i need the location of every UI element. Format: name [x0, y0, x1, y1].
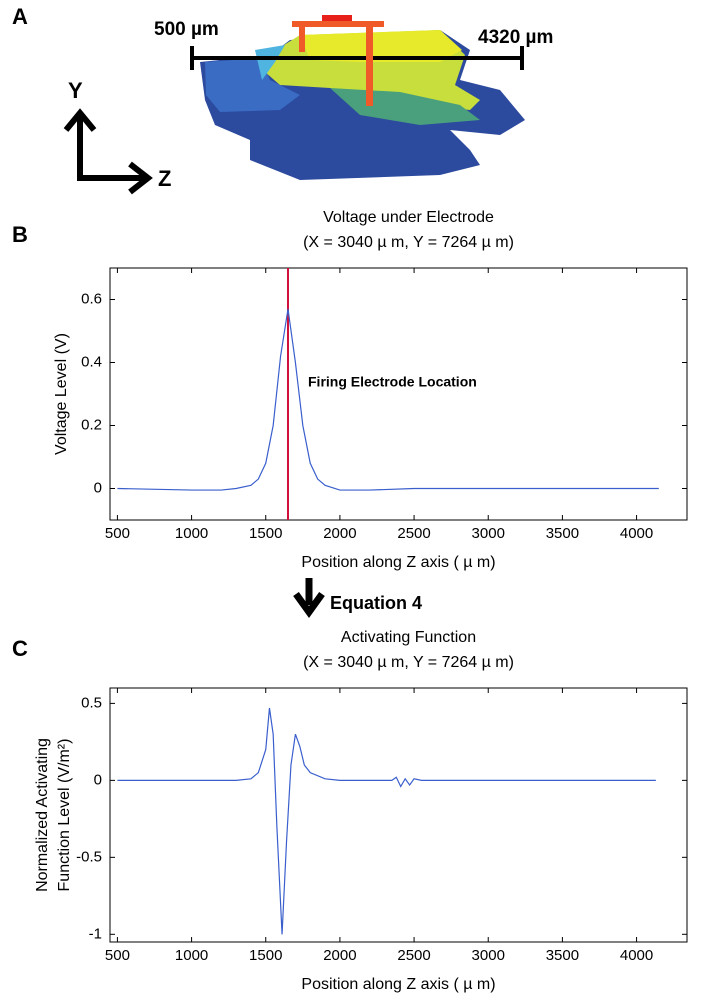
x-tick-label: 2000: [323, 525, 356, 542]
x-axis-label: Position along Z axis ( µ m): [301, 554, 495, 571]
y-axis-label: Normalized Activating: [34, 738, 51, 892]
x-tick-label: 500: [105, 525, 130, 542]
y-tick-label: -1: [89, 925, 102, 942]
x-tick-label: 3000: [472, 947, 505, 964]
panel-label: C: [12, 636, 28, 661]
tissue-model: [200, 30, 525, 180]
x-tick-label: 4000: [620, 525, 653, 542]
x-tick-label: 2500: [397, 947, 430, 964]
panel-label: B: [12, 222, 28, 247]
x-axis-label: Position along Z axis ( µ m): [301, 976, 495, 993]
x-tick-label: 4000: [620, 947, 653, 964]
y-tick-label: 0: [94, 479, 102, 496]
chart-title: Voltage under Electrode: [323, 209, 494, 226]
plot-frame: [109, 687, 688, 943]
x-tick-label: 1000: [175, 947, 208, 964]
y-tick-label: 0.5: [81, 694, 102, 711]
x-tick-label: 500: [105, 947, 130, 964]
chart-subtitle: (X = 3040 µ m, Y = 7264 µ m): [303, 234, 514, 251]
chart-title: Activating Function: [341, 629, 476, 646]
x-tick-label: 1500: [249, 525, 282, 542]
data-line: [117, 308, 659, 491]
axis-label: Y: [68, 78, 83, 103]
data-line: [117, 707, 656, 935]
x-tick-label: 2000: [323, 947, 356, 964]
x-tick-label: 1000: [175, 525, 208, 542]
y-axis-label: Voltage Level (V): [53, 333, 70, 455]
x-tick-label: 3500: [546, 525, 579, 542]
annotation: Firing Electrode Location: [308, 374, 477, 390]
axis-label: Z: [158, 166, 171, 191]
scale-label: 4320 µm: [478, 27, 553, 48]
y-axis-label: Function Level (V/m²): [56, 739, 73, 892]
x-tick-label: 2500: [397, 525, 430, 542]
y-tick-label: 0.4: [81, 353, 102, 370]
y-tick-label: 0.6: [81, 290, 102, 307]
electrode: [292, 15, 384, 106]
y-tick-label: -0.5: [76, 848, 102, 865]
x-tick-label: 1500: [249, 947, 282, 964]
x-tick-label: 3000: [472, 525, 505, 542]
plot-frame: [109, 267, 688, 521]
scale-label: 500 µm: [154, 19, 219, 40]
axis-arrows: [63, 108, 153, 195]
down-arrow: [293, 578, 325, 618]
arrow-label: Equation 4: [330, 593, 422, 613]
chart-subtitle: (X = 3040 µ m, Y = 7264 µ m): [303, 654, 514, 671]
y-tick-label: 0: [94, 771, 102, 788]
x-tick-label: 3500: [546, 947, 579, 964]
panel-label: A: [12, 4, 28, 29]
y-tick-label: 0.2: [81, 416, 102, 433]
